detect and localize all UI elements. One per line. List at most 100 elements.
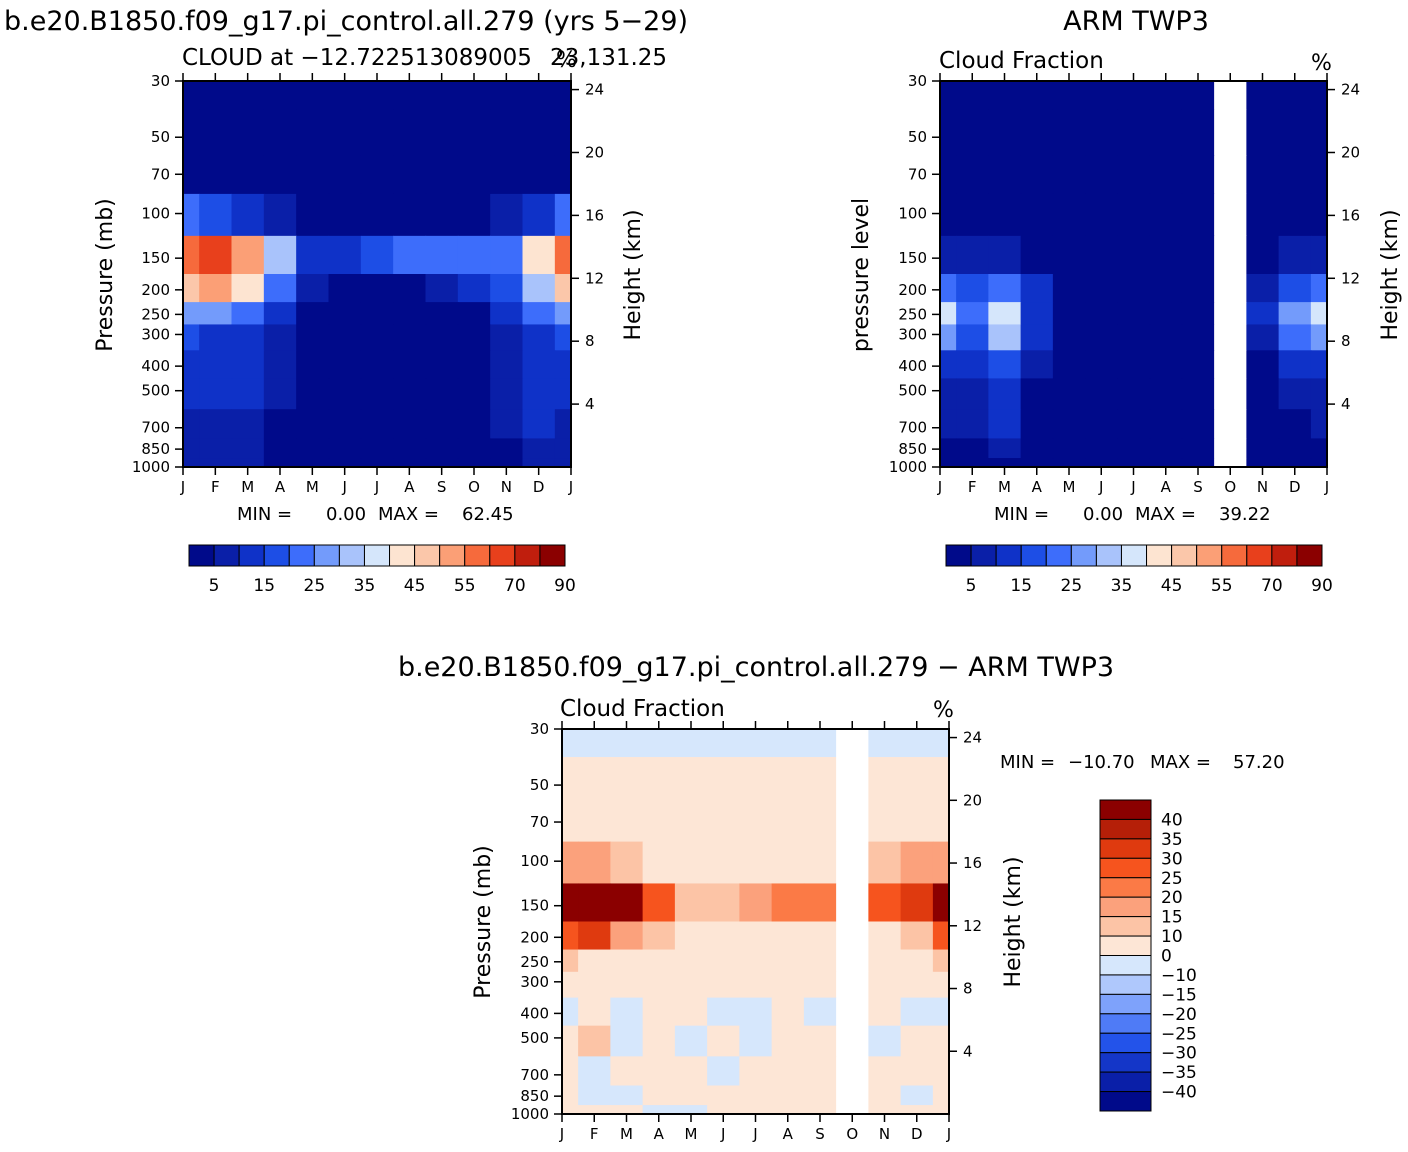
- model-cell: [393, 81, 427, 110]
- difference-y-tick-label: 70: [530, 813, 549, 831]
- obs-cell: [1117, 350, 1151, 380]
- difference-cell: [707, 841, 740, 885]
- difference-colorbar-label: 15: [1161, 908, 1183, 928]
- difference-cell: [803, 1105, 837, 1115]
- model-height-tick-label: 4: [585, 395, 595, 413]
- obs-cell: [1214, 378, 1247, 410]
- difference-cell: [739, 729, 773, 758]
- obs-cell: [1310, 155, 1328, 195]
- model-cell: [425, 155, 459, 195]
- obs-cell: [1214, 81, 1247, 110]
- difference-field: [562, 729, 950, 1115]
- obs-y-tick-label: 850: [898, 440, 927, 458]
- model-y-tick-label: 500: [141, 382, 170, 400]
- obs-cell: [1085, 458, 1118, 468]
- obs-cell: [1020, 81, 1054, 110]
- obs-colorbar-swatch: [1120, 544, 1148, 567]
- model-y-axis-label: Pressure (mb): [93, 198, 118, 352]
- model-cell: [457, 324, 491, 351]
- model-cell: [328, 378, 362, 410]
- difference-y-tick-label: 150: [520, 897, 549, 915]
- obs-cell: [1310, 438, 1328, 459]
- obs-cell: [1181, 109, 1215, 157]
- difference-x-tick-label: J: [559, 1125, 564, 1143]
- obs-axes: J F M A M J J A S O N D J 30 50 70 100 150 200 250 300 400 500…: [889, 72, 1360, 496]
- model-cell: [457, 438, 491, 459]
- model-axes: J F M A M J J A S O N D J 30 50 70 100 150 200 250 300 400 500…: [132, 72, 604, 496]
- difference-cell: [868, 971, 902, 999]
- difference-cell: [771, 997, 805, 1027]
- obs-cell: [1214, 155, 1247, 195]
- obs-x-tick-label: J: [1130, 478, 1135, 496]
- difference-cell: [739, 1105, 773, 1115]
- model-y-tick-label: 70: [151, 165, 170, 183]
- obs-cell: [1246, 274, 1280, 303]
- model-cell: [199, 235, 233, 275]
- model-cell: [457, 378, 491, 410]
- model-cell: [490, 302, 524, 326]
- difference-cell: [562, 921, 579, 951]
- model-cell: [296, 302, 330, 326]
- obs-cell: [1149, 378, 1183, 410]
- model-cell: [199, 155, 233, 195]
- model-cell: [263, 438, 297, 459]
- difference-cell: [900, 841, 934, 885]
- difference-colorbar-swatch: [1099, 1071, 1152, 1093]
- model-cell: [263, 193, 297, 237]
- difference-cell: [836, 971, 869, 999]
- obs-cell: [1149, 458, 1183, 468]
- difference-cell: [932, 1105, 950, 1115]
- model-colorbar-swatch: [539, 544, 566, 567]
- obs-cell: [1052, 378, 1086, 410]
- obs-cell: [940, 274, 957, 303]
- model-height-tick-label: 8: [585, 332, 595, 350]
- difference-cell: [707, 921, 740, 951]
- difference-cell: [739, 1025, 773, 1057]
- difference-colorbar-label: −40: [1161, 1083, 1197, 1103]
- obs-cell: [1181, 438, 1215, 459]
- obs-colorbar-swatch: [1070, 544, 1097, 567]
- model-cell: [554, 193, 572, 237]
- obs-x-tick-label: S: [1193, 478, 1203, 496]
- obs-cell: [1052, 235, 1086, 275]
- model-cell: [425, 274, 459, 303]
- obs-cell: [1149, 274, 1183, 303]
- obs-cell: [988, 409, 1022, 440]
- obs-cell: [1052, 438, 1086, 459]
- obs-cell: [956, 438, 989, 459]
- model-cell: [296, 155, 330, 195]
- difference-cell: [803, 841, 837, 885]
- obs-cell: [1117, 378, 1151, 410]
- model-cell: [231, 409, 265, 440]
- difference-cell: [803, 949, 837, 973]
- model-colorbar-swatch: [213, 544, 240, 567]
- obs-cell: [1310, 235, 1328, 275]
- obs-cell: [1214, 324, 1247, 351]
- difference-cell: [803, 1085, 837, 1106]
- model-height-tick-label: 12: [585, 269, 604, 287]
- difference-cell: [868, 921, 902, 951]
- difference-cell: [674, 921, 708, 951]
- difference-cell: [836, 949, 869, 973]
- obs-y-tick-label: 200: [898, 281, 927, 299]
- model-cell: [554, 235, 572, 275]
- model-cell: [296, 458, 330, 468]
- obs-cell: [940, 81, 957, 110]
- difference-cell: [674, 729, 708, 758]
- difference-cell: [642, 1085, 676, 1106]
- obs-colorbar: 5 15 25 35 45 55 70 90: [945, 544, 1333, 596]
- obs-colorbar-label: 5: [966, 576, 977, 596]
- difference-x-tick-label: N: [879, 1125, 890, 1143]
- model-cell: [263, 409, 297, 440]
- model-cell: [231, 193, 265, 237]
- difference-cell: [836, 1105, 869, 1115]
- model-cell: [199, 438, 233, 459]
- obs-cell: [1214, 235, 1247, 275]
- obs-cell: [956, 235, 989, 275]
- difference-cell: [578, 803, 611, 843]
- obs-cell: [956, 350, 989, 380]
- obs-x-tick-label: M: [998, 478, 1011, 496]
- difference-cell: [674, 841, 708, 885]
- obs-y-tick-label: 700: [898, 419, 927, 437]
- obs-colorbar-swatch: [945, 544, 972, 567]
